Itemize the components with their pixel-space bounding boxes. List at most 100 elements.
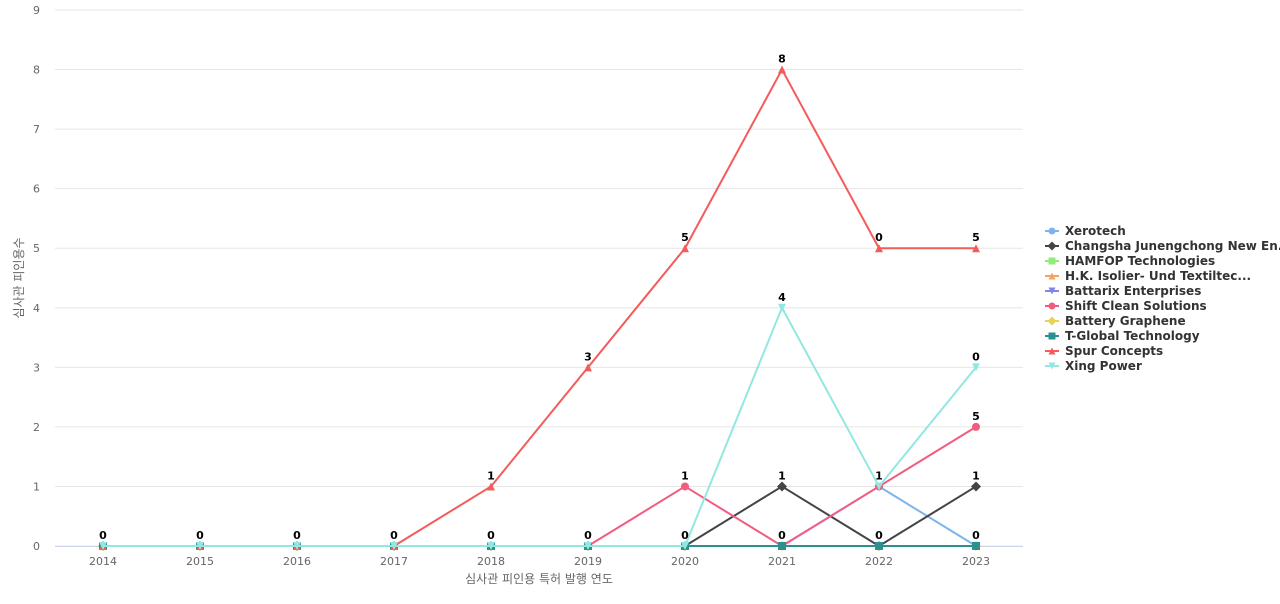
data-point[interactable] [972,244,980,253]
legend-item[interactable]: H.K. Isolier- Und Textiltec... [1045,269,1251,283]
data-point[interactable] [972,422,980,431]
data-label: 0 [390,529,398,542]
x-tick-label: 2021 [768,555,796,568]
legend-item[interactable]: Battery Graphene [1045,314,1186,328]
series-line[interactable] [103,485,977,547]
data-point[interactable] [390,542,398,550]
data-point[interactable] [584,542,592,550]
axes: 0 1 2 3 4 5 6 7 8 9 2014 2015 2016 2017 2018 2019 2020 20… [33,4,1023,568]
data-point[interactable] [875,542,883,550]
data-label: 0 [293,529,301,542]
x-tick-label: 2020 [671,555,699,568]
legend-item[interactable]: HAMFOP Technologies [1045,254,1215,268]
data-label: 5 [681,231,689,244]
legend-marker[interactable] [1048,362,1056,370]
data-point[interactable] [681,482,689,491]
y-tick-label: 0 [33,540,40,553]
x-tick-label: 2022 [865,555,893,568]
x-tick-label: 2014 [89,555,117,568]
x-tick-label: 2023 [962,555,990,568]
legend-label[interactable]: T-Global Technology [1065,329,1200,343]
x-tick-label: 2015 [186,555,214,568]
data-point[interactable] [487,482,495,491]
legend-label[interactable]: Xerotech [1065,224,1126,238]
x-tick-label: 2018 [477,555,505,568]
data-label: 1 [875,469,883,482]
legend-label[interactable]: Spur Concepts [1065,344,1163,358]
legend-marker[interactable] [1047,241,1057,251]
series-lines [98,65,981,551]
data-label: 4 [778,291,786,304]
data-label: 0 [681,529,689,542]
series-0[interactable] [99,482,980,550]
data-label: 0 [972,529,980,542]
data-point[interactable] [293,542,301,550]
legend-item[interactable]: Xing Power [1045,359,1142,373]
y-tick-label: 3 [33,361,40,374]
data-point[interactable] [681,244,689,253]
legend-label[interactable]: Xing Power [1065,359,1142,373]
legend-marker[interactable] [1047,316,1057,326]
data-point[interactable] [584,363,592,372]
data-label: 0 [875,231,883,244]
legend-marker[interactable] [1048,347,1056,355]
data-label: 0 [584,529,592,542]
data-point[interactable] [971,481,981,492]
y-tick-label: 6 [33,183,40,196]
y-tick-label: 8 [33,64,40,77]
y-tick-label: 9 [33,4,40,17]
data-point[interactable] [777,481,787,492]
data-point[interactable] [681,542,689,550]
legend-label[interactable]: HAMFOP Technologies [1065,254,1215,268]
legend-marker[interactable] [1048,257,1056,265]
x-tick-label: 2017 [380,555,408,568]
legend-marker[interactable] [1048,227,1056,235]
data-label: 0 [972,350,980,363]
legend-marker[interactable] [1048,332,1056,340]
y-tick-label: 5 [33,242,40,255]
data-point[interactable] [972,363,980,372]
data-label: 0 [875,529,883,542]
x-axis-title: 심사관 피인용 특허 발행 연도 [465,571,613,586]
data-label: 0 [99,529,107,542]
legend-label[interactable]: Shift Clean Solutions [1065,299,1207,313]
y-tick-label: 1 [33,480,40,493]
data-label: 0 [778,529,786,542]
data-point[interactable] [875,244,883,253]
data-label: 0 [487,529,495,542]
legend-item[interactable]: Shift Clean Solutions [1045,299,1207,313]
legend-item[interactable]: Spur Concepts [1045,344,1163,358]
y-tick-label: 7 [33,123,40,136]
legend-item[interactable]: T-Global Technology [1045,329,1200,343]
series-line[interactable] [103,306,977,547]
data-point[interactable] [972,542,980,550]
data-point[interactable] [99,542,107,550]
series-line[interactable] [103,485,977,547]
data-point[interactable] [778,542,786,550]
legend-label[interactable]: H.K. Isolier- Und Textiltec... [1065,269,1251,283]
y-axis-title: 심사관 피인용수 [12,237,26,318]
legend-marker[interactable] [1048,302,1056,310]
series-9[interactable] [99,303,980,550]
legend-marker[interactable] [1048,272,1056,280]
data-point[interactable] [875,482,883,491]
y-tick-label: 2 [33,421,40,434]
series-1[interactable] [98,481,981,551]
data-label: 1 [778,469,786,482]
data-label: 1 [681,469,689,482]
legend-item[interactable]: Xerotech [1045,224,1126,238]
legend-item[interactable]: Battarix Enterprises [1045,284,1201,298]
legend-label[interactable]: Changsha Junengchong New En... [1065,239,1280,253]
data-point[interactable] [778,303,786,312]
legend-marker[interactable] [1048,287,1056,295]
data-point[interactable] [487,542,495,550]
legend-item[interactable]: Changsha Junengchong New En... [1045,239,1280,253]
data-label: 3 [584,350,592,363]
data-point[interactable] [778,65,786,74]
legend-label[interactable]: Battery Graphene [1065,314,1186,328]
data-point[interactable] [196,542,204,550]
legend-label[interactable]: Battarix Enterprises [1065,284,1201,298]
grid-lines [55,9,1023,547]
